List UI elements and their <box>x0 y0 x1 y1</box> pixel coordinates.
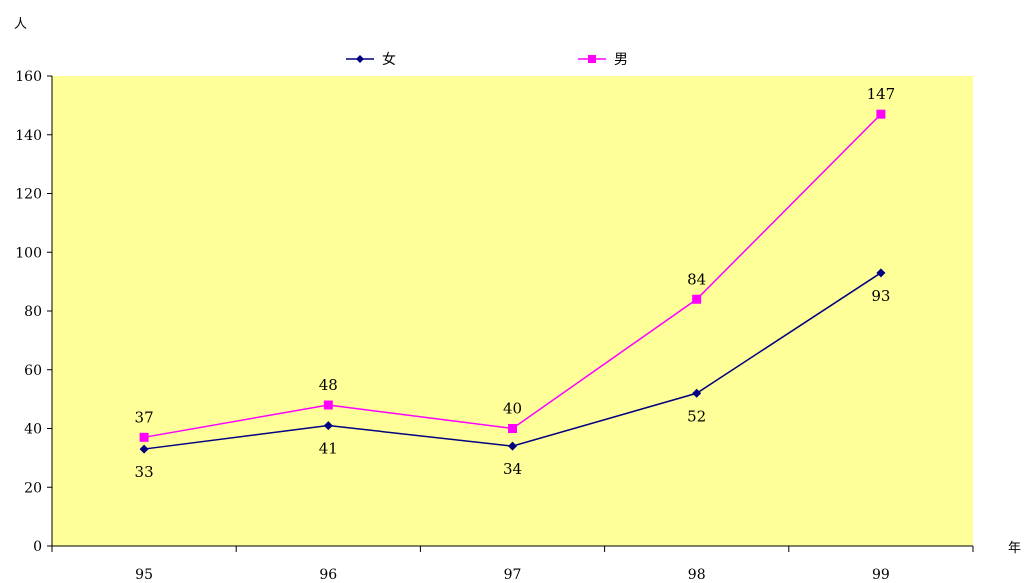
data-point <box>139 444 149 454</box>
data-label: 40 <box>503 400 522 418</box>
data-label: 52 <box>687 407 706 425</box>
legend-marker-male <box>588 55 596 63</box>
x-tick-label: 97 <box>504 567 522 583</box>
y-axis-unit-label: 人 <box>14 17 27 32</box>
x-tick-label: 99 <box>872 567 890 583</box>
data-point <box>323 400 333 410</box>
y-axis: 0 20 40 60 80 100 120 140 160 <box>15 69 53 555</box>
legend: 女 男 <box>346 51 628 68</box>
data-label: 147 <box>867 85 896 103</box>
data-point <box>508 441 517 451</box>
series-female: 33 41 34 52 93 <box>135 268 890 481</box>
x-tick-label: 96 <box>319 567 337 583</box>
y-tick-label: 120 <box>15 187 42 203</box>
series-male: 37 48 40 84 147 <box>135 85 896 442</box>
legend-label-female: 女 <box>382 51 396 68</box>
y-tick-label: 160 <box>15 69 42 85</box>
y-tick-label: 140 <box>15 128 42 144</box>
y-tick-label: 40 <box>24 422 42 438</box>
legend-label-male: 男 <box>614 52 628 68</box>
y-tick-label: 80 <box>24 304 42 320</box>
data-point <box>692 294 702 304</box>
series-layer: 33 41 34 52 93 37 48 40 84 147 <box>135 85 896 481</box>
y-tick-label: 0 <box>33 539 42 555</box>
data-label: 37 <box>135 408 154 426</box>
legend-item-male: 男 <box>578 52 628 68</box>
data-label: 93 <box>871 287 890 305</box>
x-axis: 95 96 97 98 99 <box>51 545 974 583</box>
y-tick-label: 20 <box>24 480 42 496</box>
y-tick-label: 60 <box>24 363 42 379</box>
legend-marker-female <box>356 55 364 63</box>
data-label: 48 <box>319 376 338 394</box>
y-tick-label: 100 <box>15 245 42 261</box>
data-point <box>139 432 149 442</box>
legend-item-female: 女 <box>346 51 396 68</box>
plot-area <box>52 76 973 546</box>
data-label: 84 <box>687 270 706 288</box>
x-tick-label: 95 <box>135 567 153 583</box>
x-tick-label: 98 <box>688 567 706 583</box>
data-point <box>508 424 517 433</box>
data-point <box>323 421 333 431</box>
data-point <box>692 388 702 398</box>
data-label: 33 <box>135 463 154 481</box>
data-point <box>876 109 886 119</box>
data-label: 34 <box>503 460 522 478</box>
x-axis-unit-label: 年 <box>1008 541 1021 556</box>
data-point <box>876 268 886 278</box>
data-label: 41 <box>319 440 338 458</box>
